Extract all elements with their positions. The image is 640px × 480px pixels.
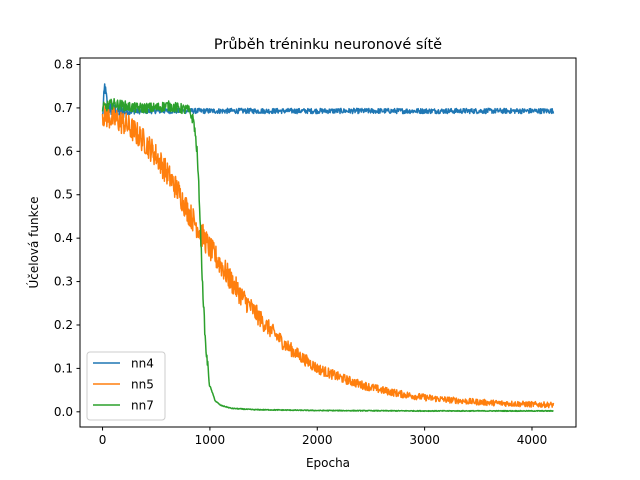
y-tick-label: 0.5 <box>54 188 73 202</box>
series-lines <box>101 83 555 413</box>
y-axis: 0.0 0.1 0.2 0.3 0.4 0.5 0.6 0.7 0.8 <box>54 58 80 419</box>
series-line-nn5 <box>101 103 555 409</box>
legend: nn4 nn5 nn7 <box>86 351 166 421</box>
x-tick-label: 4000 <box>517 433 548 447</box>
legend-label-nn4: nn4 <box>131 357 154 371</box>
x-tick-label: 0 <box>99 433 107 447</box>
y-tick-label: 0.4 <box>54 231 73 245</box>
x-tick-label: 3000 <box>409 433 440 447</box>
y-tick-label: 0.3 <box>54 275 73 289</box>
chart-title: Průběh tréninku neuronové sítě <box>214 37 442 53</box>
y-tick-label: 0.1 <box>54 361 73 375</box>
series-line-nn7 <box>101 98 554 413</box>
y-tick-label: 0.0 <box>54 405 73 419</box>
plot-frame <box>79 57 577 428</box>
y-tick-label: 0.8 <box>54 58 73 72</box>
y-axis-label: Účelová funkce <box>26 196 41 288</box>
x-axis-label: Epocha <box>306 456 350 470</box>
x-tick-label: 1000 <box>195 433 226 447</box>
legend-label-nn7: nn7 <box>131 399 154 413</box>
legend-box <box>86 351 166 421</box>
legend-label-nn5: nn5 <box>131 378 154 392</box>
x-tick-label: 2000 <box>302 433 333 447</box>
y-tick-label: 0.2 <box>54 318 73 332</box>
x-axis: 0 1000 2000 3000 4000 <box>99 427 548 447</box>
y-tick-label: 0.6 <box>54 144 73 158</box>
y-tick-label: 0.7 <box>54 101 73 115</box>
